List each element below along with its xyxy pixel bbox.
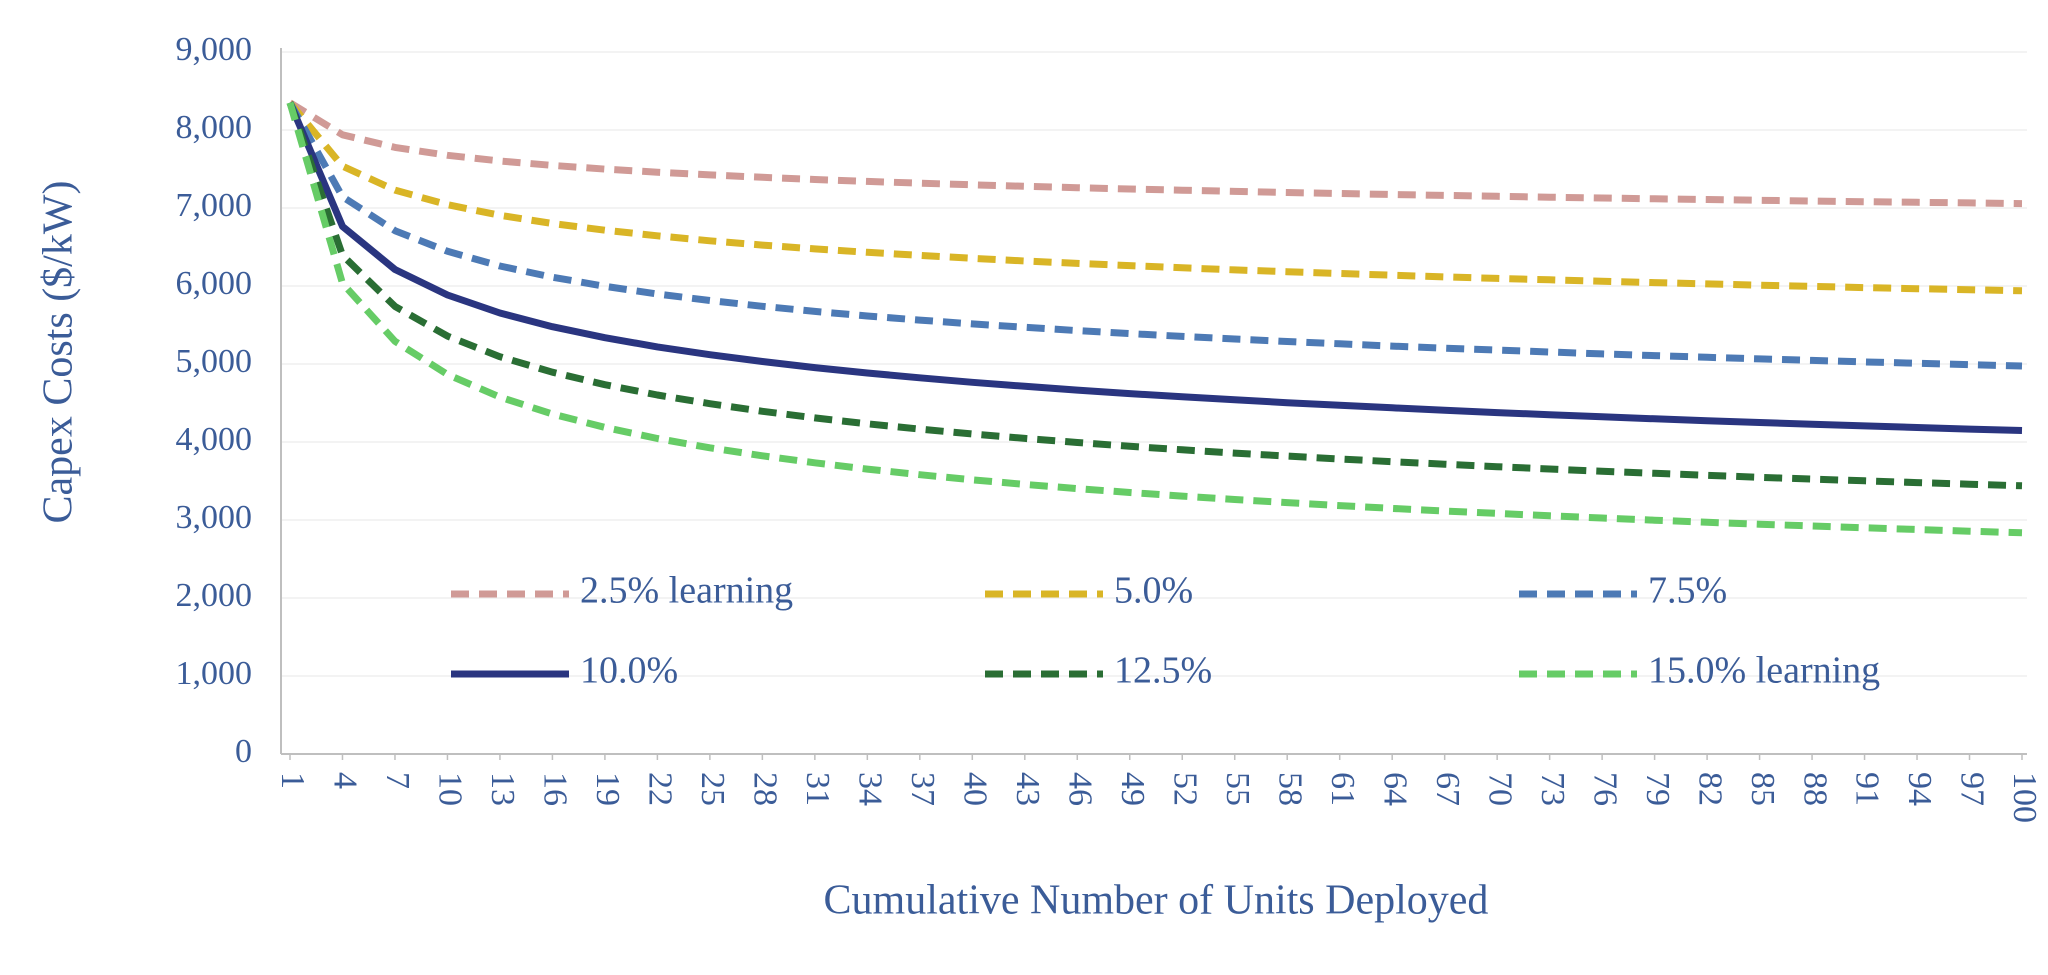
- legend-label: 15.0% learning: [1648, 650, 1880, 692]
- x-tick-label: 94: [1901, 772, 1938, 806]
- series-line: [286, 100, 2023, 370]
- x-tick-label: 25: [694, 772, 731, 806]
- x-tick-label: 70: [1481, 772, 1518, 806]
- x-tick-label: 85: [1744, 772, 1781, 806]
- legend-label: 2.5% learning: [580, 570, 793, 612]
- legend-item: 2.5% learning: [451, 570, 793, 612]
- x-tick-label: 100: [2006, 772, 2043, 823]
- series-line: [286, 101, 2023, 490]
- y-tick-label: 8,000: [176, 109, 253, 146]
- x-tick-label: 22: [642, 772, 679, 806]
- series-line: [287, 100, 2023, 295]
- x-tick-label: 64: [1376, 772, 1413, 806]
- x-tick-label: 46: [1061, 772, 1098, 806]
- y-axis-title: Capex Costs ($/kW): [36, 181, 82, 524]
- x-tick-label: 52: [1166, 772, 1203, 806]
- legend-item: 15.0% learning: [1519, 650, 1880, 692]
- x-tick-label: 91: [1849, 772, 1886, 806]
- y-tick-label: 5,000: [176, 343, 253, 380]
- x-tick-label: 43: [1009, 772, 1046, 806]
- x-tick-label: 55: [1219, 772, 1256, 806]
- x-tick-label: 73: [1534, 772, 1571, 806]
- y-tick-label: 0: [235, 733, 252, 770]
- legend-item: 12.5%: [985, 650, 1212, 692]
- x-tick-label: 19: [589, 772, 626, 806]
- y-tick-label: 6,000: [176, 265, 253, 302]
- x-tick-label: 7: [379, 772, 416, 789]
- x-tick-label: 16: [537, 772, 574, 806]
- x-tick-label: 97: [1954, 772, 1991, 806]
- x-tick-label: 82: [1691, 772, 1728, 806]
- series-line: [286, 101, 2023, 434]
- legend-item: 10.0%: [451, 650, 678, 692]
- x-tick-label: 58: [1271, 772, 1308, 806]
- x-tick-label: 67: [1429, 772, 1466, 806]
- legend-label: 12.5%: [1114, 650, 1212, 692]
- y-tick-label: 7,000: [176, 187, 253, 224]
- y-tick-label: 1,000: [176, 655, 253, 692]
- legend-label: 5.0%: [1114, 570, 1193, 612]
- y-tick-label: 9,000: [176, 31, 253, 68]
- x-tick-label: 28: [747, 772, 784, 806]
- x-tick-label: 37: [904, 772, 941, 806]
- x-axis-title: Cumulative Number of Units Deployed: [824, 878, 1489, 924]
- legend-label: 10.0%: [580, 650, 678, 692]
- x-tick-label: 1: [274, 772, 311, 789]
- x-tick-label: 13: [484, 772, 521, 806]
- x-tick-label: 4: [327, 772, 364, 789]
- y-tick-label: 2,000: [176, 577, 253, 614]
- x-tick-label: 10: [432, 772, 469, 806]
- legend-item: 7.5%: [1519, 570, 1727, 612]
- x-tick-label: 49: [1114, 772, 1151, 806]
- y-tick-label: 3,000: [176, 499, 253, 536]
- x-tick-label: 40: [957, 772, 994, 806]
- x-tick-label: 88: [1796, 772, 1833, 806]
- series-line: [286, 101, 2023, 537]
- legend-item: 5.0%: [985, 570, 1193, 612]
- x-tick-label: 79: [1639, 772, 1676, 806]
- x-tick-label: 34: [852, 772, 889, 806]
- y-tick-label: 4,000: [176, 421, 253, 458]
- legend-label: 7.5%: [1648, 570, 1727, 612]
- x-tick-label: 76: [1586, 772, 1623, 806]
- series-line: [288, 99, 2023, 208]
- x-tick-label: 61: [1324, 772, 1361, 806]
- x-tick-label: 31: [799, 772, 836, 806]
